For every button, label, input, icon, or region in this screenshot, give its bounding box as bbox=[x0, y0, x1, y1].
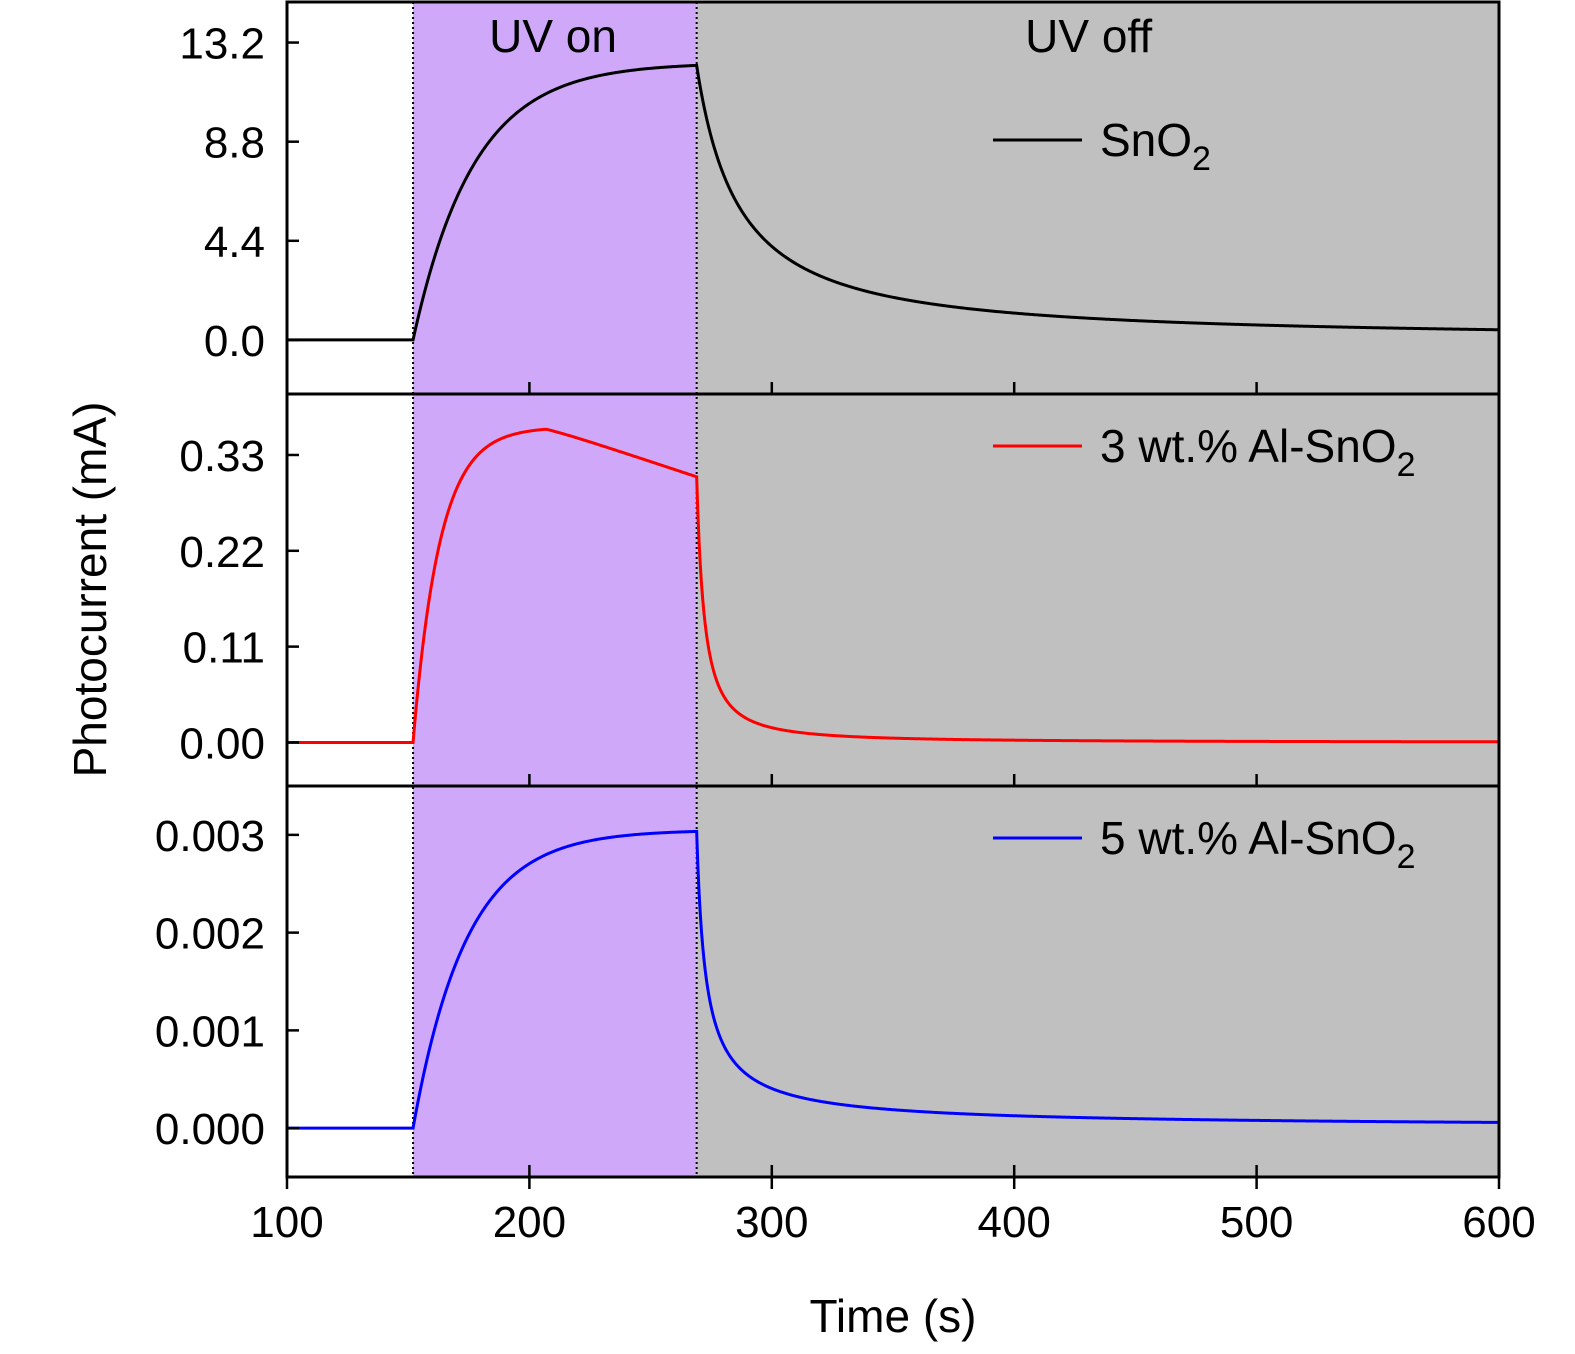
y-tick-label: 0.11 bbox=[183, 624, 265, 673]
y-tick-label: 4.4 bbox=[204, 218, 265, 267]
uv-on-label: UV on bbox=[489, 10, 617, 62]
y-axis-title: Photocurrent (mA) bbox=[64, 402, 116, 778]
panel-2: 0.00 0.11 0.22 0.33 3 wt.% Al-SnO2 bbox=[179, 392, 1501, 788]
y-tick-label: 0.000 bbox=[155, 1105, 265, 1154]
y-tick-label: 0.33 bbox=[179, 432, 265, 481]
legend-label-subscript: 2 bbox=[1397, 838, 1416, 876]
y-tick-label: 0.003 bbox=[155, 812, 265, 861]
x-tick-label: 300 bbox=[735, 1198, 808, 1247]
uv-off-label: UV off bbox=[1025, 10, 1152, 62]
panel-1: 0.0 4.4 8.8 13.2 SnO2 bbox=[179, 0, 1501, 396]
legend-label-2: 3 wt.% Al-SnO2 bbox=[1100, 420, 1415, 484]
y-tick-label: 0.22 bbox=[179, 528, 265, 577]
panel-frame-3 bbox=[285, 784, 1501, 1179]
legend-label-3: 5 wt.% Al-SnO2 bbox=[1100, 812, 1415, 876]
series-line-1 bbox=[287, 63, 1500, 342]
legend-label-1: SnO2 bbox=[1100, 114, 1211, 178]
y-tick-label: 0.0 bbox=[204, 317, 265, 366]
uv-on-region bbox=[413, 2, 697, 1177]
x-tick-label: 500 bbox=[1220, 1198, 1293, 1247]
legend-label-main: 5 wt.% Al-SnO bbox=[1100, 812, 1397, 864]
legend-label-subscript: 2 bbox=[1192, 140, 1211, 178]
series-line-3 bbox=[287, 829, 1500, 1130]
panel-3: 0.000 0.001 0.002 0.003 5 wt.% Al-SnO2 bbox=[155, 784, 1501, 1179]
uv-off-region bbox=[696, 2, 1499, 1177]
y-tick-label: 0.001 bbox=[155, 1007, 265, 1056]
x-tick-label: 200 bbox=[493, 1198, 566, 1247]
y-tick-label: 8.8 bbox=[204, 119, 265, 168]
legend-label-subscript: 2 bbox=[1397, 446, 1416, 484]
x-axis-title: Time (s) bbox=[810, 1290, 977, 1342]
y-tick-label: 0.002 bbox=[155, 910, 265, 959]
x-tick-label: 100 bbox=[250, 1198, 323, 1247]
x-tick-label: 400 bbox=[977, 1198, 1050, 1247]
legend-label-main: SnO bbox=[1100, 114, 1192, 166]
y-tick-label: 0.00 bbox=[179, 719, 265, 768]
x-tick-label: 600 bbox=[1462, 1198, 1535, 1247]
series-line-2 bbox=[287, 427, 1499, 744]
y-tick-label: 13.2 bbox=[179, 20, 265, 69]
legend-label-main: 3 wt.% Al-SnO bbox=[1100, 420, 1397, 472]
